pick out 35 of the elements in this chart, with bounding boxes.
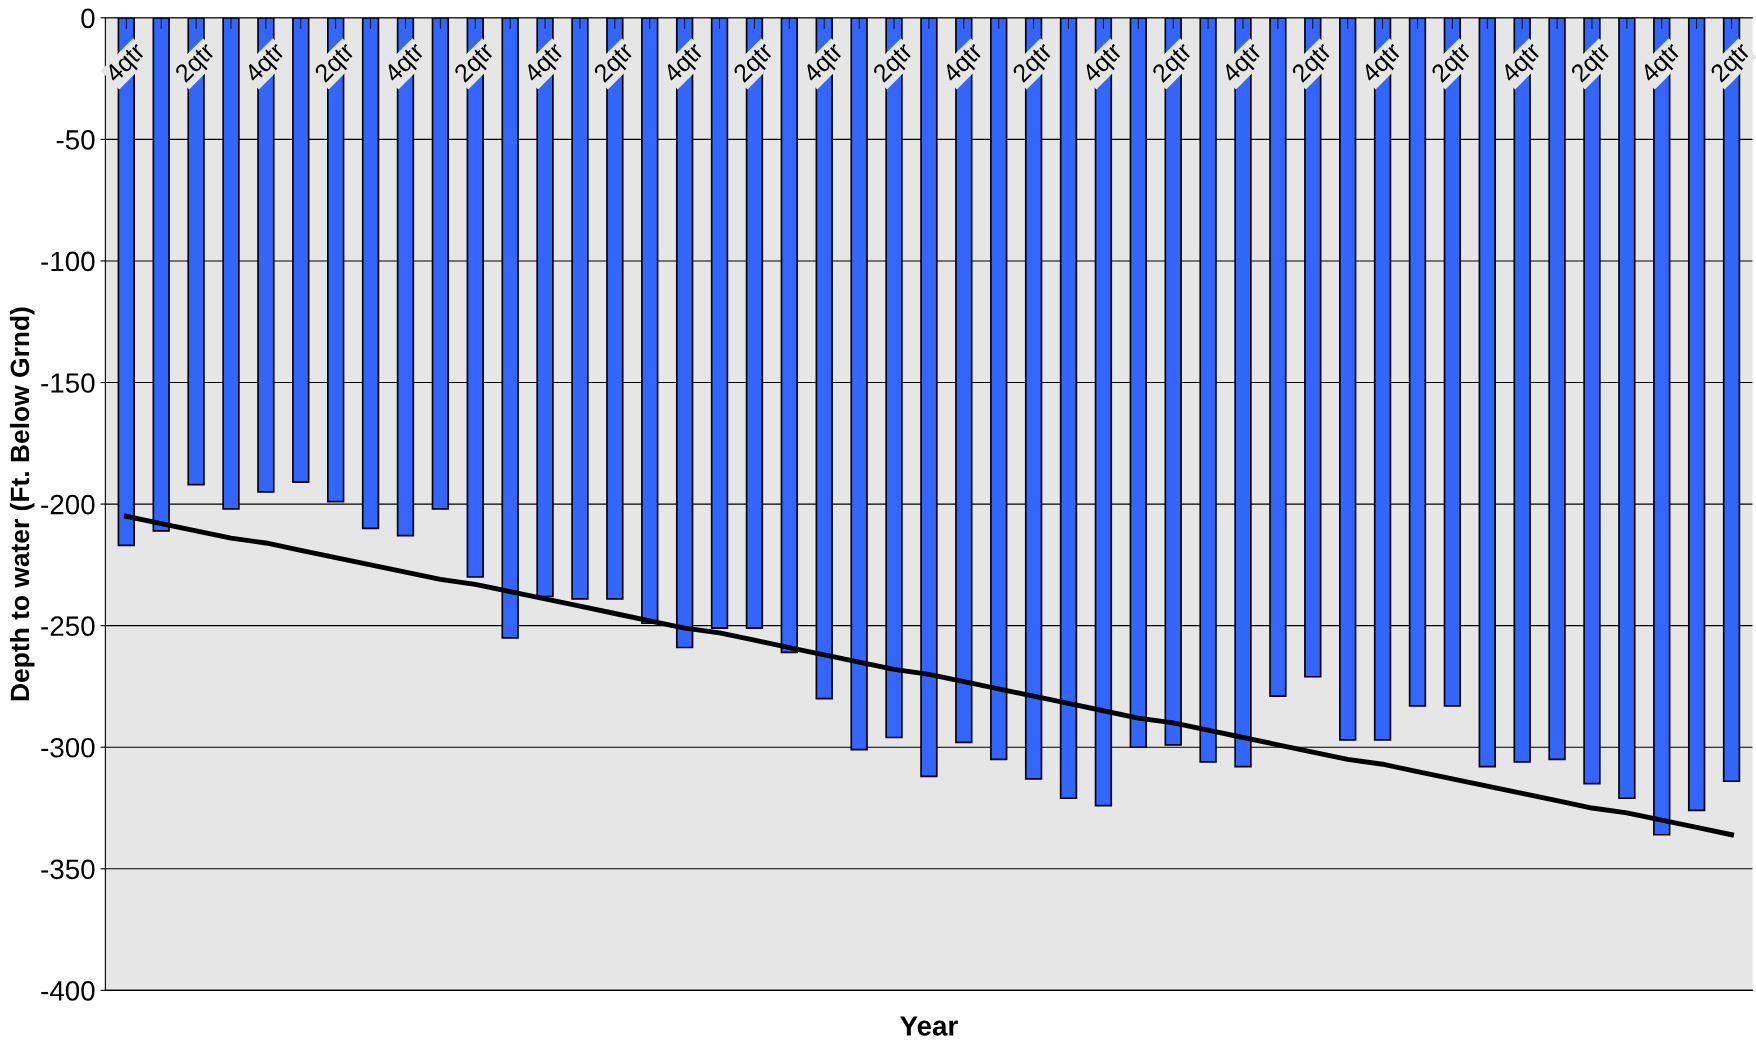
x-tick-label: 4qtr [383, 41, 429, 87]
y-tick-label: -250 [41, 616, 95, 636]
x-tick-label: 2qtr [1011, 41, 1057, 87]
x-tick-label: 4qtr [1080, 41, 1127, 87]
x-tick-label: 2qtr [1430, 41, 1476, 87]
y-tick-label: -200 [41, 494, 95, 515]
x-tick-label: 2qtr [1569, 41, 1616, 87]
y-tick-label: -400 [41, 981, 95, 1001]
x-tick-label: 2qtr [871, 41, 918, 87]
x-tick-label: 4qtr [1220, 41, 1267, 87]
y-tick-label: -350 [41, 859, 95, 880]
x-tick-label: 4qtr [103, 41, 150, 87]
x-tick-label: 2qtr [732, 41, 778, 87]
x-tick-label: 4qtr [1639, 41, 1685, 87]
y-tick-label: -100 [41, 251, 95, 272]
y-tick-label: -50 [56, 130, 95, 150]
x-tick-label: 4qtr [662, 41, 708, 87]
y-axis-title: Depth to water (Ft. Below Grnd) [9, 307, 35, 701]
x-tick-label: 4qtr [522, 41, 569, 87]
y-tick-label: -150 [41, 373, 95, 393]
x-axis-title: Year [900, 1016, 958, 1036]
x-tick-label: 4qtr [941, 41, 987, 87]
y-tick-label: -300 [41, 737, 95, 758]
x-tick-label: 2qtr [1709, 41, 1755, 87]
x-tick-label: 2qtr [313, 41, 359, 87]
x-tick-label: 4qtr [1499, 41, 1546, 87]
x-tick-label: 2qtr [453, 41, 499, 87]
y-tick-label: 0 [81, 8, 95, 29]
x-tick-label: 2qtr [173, 41, 220, 87]
x-tick-label: 4qtr [801, 41, 848, 87]
x-tick-label: 4qtr [1360, 41, 1406, 87]
x-tick-label: 2qtr [1151, 41, 1197, 87]
x-tick-label: 4qtr [243, 41, 290, 87]
x-tick-label: 2qtr [592, 41, 639, 87]
x-tick-label: 2qtr [1290, 41, 1336, 87]
